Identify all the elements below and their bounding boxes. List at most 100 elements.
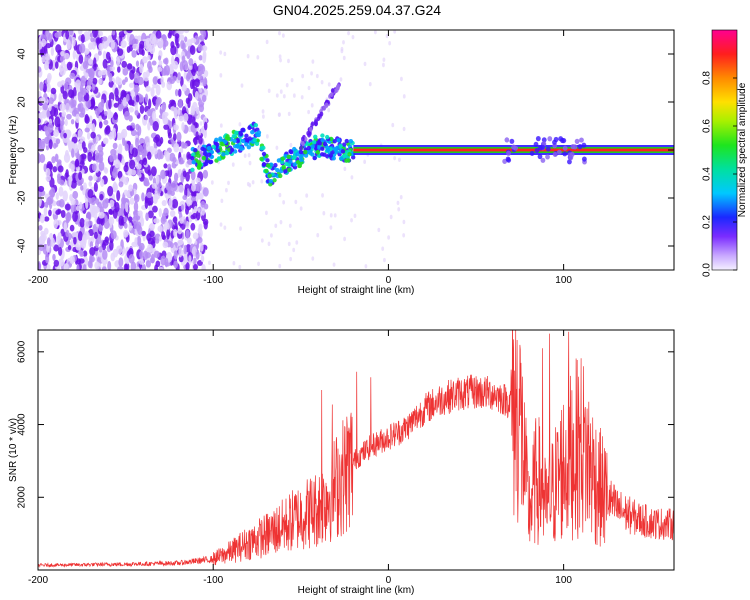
- noise-cell: [143, 181, 150, 187]
- noise-cell: [129, 197, 135, 205]
- noise-cell: [194, 90, 199, 100]
- noise-cell: [48, 139, 53, 150]
- noise-cell: [167, 163, 172, 171]
- noise-cell: [77, 30, 83, 35]
- noise-cell: [38, 118, 41, 124]
- noise-cell: [198, 131, 202, 136]
- snr-frame: [37, 329, 675, 571]
- noise-cell: [169, 63, 174, 72]
- noise-cell: [91, 41, 96, 50]
- noise-cell: [180, 39, 185, 50]
- noise-cell: [100, 178, 105, 188]
- noise-cell: [127, 216, 133, 222]
- noise-cell: [199, 30, 206, 36]
- figure-title: GN04.2025.259.04.37.G24: [272, 2, 442, 18]
- noise-cell: [190, 109, 195, 116]
- noise-cell: [86, 132, 91, 140]
- track-cell: [275, 167, 280, 173]
- noise-cell: [111, 30, 116, 36]
- noise-cell: [122, 136, 126, 147]
- noise-cell: [177, 108, 181, 116]
- track-cell: [252, 137, 258, 143]
- noise-cell: [107, 185, 114, 197]
- noise-cell: [62, 190, 68, 202]
- noise-cell: [149, 33, 157, 45]
- noise-cell: [59, 67, 66, 76]
- noise-cell: [38, 106, 42, 112]
- noise-cell: [102, 138, 109, 145]
- noise-cell: [196, 181, 202, 192]
- noise-cell: [158, 266, 164, 270]
- noise-cell: [116, 56, 121, 67]
- noise-cell: [199, 251, 203, 257]
- spectrogram-y-label: Frequency (Hz): [8, 116, 19, 185]
- noise-cell: [195, 177, 201, 184]
- noise-cell: [123, 229, 129, 238]
- track-cell: [577, 144, 583, 150]
- noise-cell: [89, 115, 93, 123]
- noise-cell: [93, 231, 98, 240]
- noise-cell: [278, 112, 281, 117]
- noise-cell: [133, 210, 138, 216]
- noise-cell: [147, 210, 154, 219]
- noise-cell: [153, 250, 160, 259]
- noise-cell: [270, 233, 273, 238]
- track-cell: [342, 153, 348, 158]
- track-cell: [301, 141, 305, 147]
- noise-cell: [107, 64, 111, 76]
- track-cell: [265, 163, 271, 168]
- noise-cell: [120, 131, 125, 138]
- noise-cell: [160, 169, 166, 180]
- track-cell: [309, 127, 313, 132]
- noise-cell: [131, 50, 137, 58]
- noise-cell: [182, 112, 189, 123]
- noise-cell: [45, 252, 50, 264]
- noise-cell: [39, 153, 46, 163]
- noise-cell: [265, 134, 269, 139]
- noise-cell: [105, 51, 111, 60]
- noise-cell: [46, 109, 50, 118]
- noise-cell: [135, 266, 140, 270]
- noise-cell: [50, 87, 57, 95]
- noise-cell: [142, 157, 148, 166]
- noise-cell: [203, 70, 209, 78]
- noise-cell: [114, 159, 121, 169]
- noise-cell: [105, 198, 109, 204]
- noise-cell: [186, 39, 193, 47]
- track-cell: [211, 144, 217, 150]
- noise-cell: [53, 259, 60, 267]
- noise-cell: [91, 163, 97, 172]
- track-cell: [231, 134, 237, 139]
- noise-cell: [46, 82, 51, 93]
- noise-cell: [163, 124, 170, 130]
- noise-cell: [316, 233, 320, 238]
- noise-cell: [198, 136, 203, 145]
- noise-cell: [192, 263, 199, 270]
- noise-cell: [179, 34, 185, 41]
- noise-cell: [108, 99, 112, 110]
- noise-cell: [173, 107, 178, 118]
- track-cell: [221, 152, 226, 157]
- noise-cell: [78, 112, 85, 118]
- noise-cell: [71, 36, 76, 47]
- track-cell: [347, 152, 352, 157]
- noise-cell: [109, 240, 114, 251]
- noise-cell: [152, 82, 158, 89]
- noise-cell: [199, 75, 204, 83]
- noise-cell: [194, 78, 200, 88]
- noise-cell: [171, 198, 179, 209]
- noise-cell: [75, 113, 80, 124]
- noise-cell: [141, 192, 145, 202]
- noise-cell: [163, 66, 167, 76]
- track-cell: [298, 149, 304, 155]
- noise-cell: [43, 125, 48, 132]
- noise-cell: [382, 57, 386, 62]
- noise-cell: [126, 46, 131, 53]
- noise-cell: [287, 111, 291, 117]
- noise-cell: [139, 250, 144, 259]
- noise-cell: [186, 159, 193, 165]
- noise-cell: [197, 208, 201, 213]
- noise-cell: [157, 187, 162, 194]
- noise-cell: [187, 93, 193, 102]
- noise-cell: [59, 102, 66, 112]
